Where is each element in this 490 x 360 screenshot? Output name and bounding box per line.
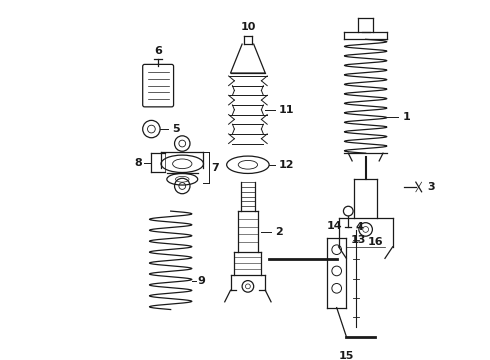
Text: 6: 6 <box>154 46 162 56</box>
Text: 7: 7 <box>211 163 219 173</box>
Text: 16: 16 <box>368 237 383 247</box>
Text: 14: 14 <box>327 221 343 230</box>
Text: 8: 8 <box>134 158 142 168</box>
FancyBboxPatch shape <box>143 64 173 107</box>
Text: 2: 2 <box>275 227 283 237</box>
Text: 9: 9 <box>197 276 206 285</box>
Text: 5: 5 <box>172 124 180 134</box>
Text: 12: 12 <box>279 160 294 170</box>
Text: 10: 10 <box>240 22 256 32</box>
Text: 4: 4 <box>356 221 364 231</box>
Text: 3: 3 <box>427 182 435 192</box>
Text: 1: 1 <box>402 112 410 122</box>
Text: 11: 11 <box>279 105 294 115</box>
Text: 13: 13 <box>351 235 367 245</box>
Text: 15: 15 <box>339 351 354 360</box>
